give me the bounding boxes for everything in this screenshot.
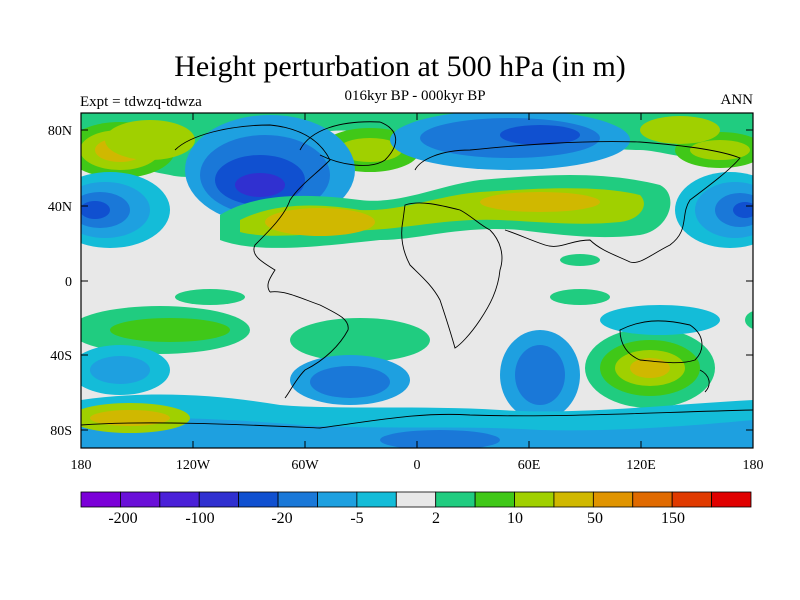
colorbar-swatch <box>395 491 437 508</box>
latitude-axis: 80N 40N 0 40S 80S <box>48 124 753 439</box>
season-label: ANN <box>720 92 754 108</box>
lon-label: 180 <box>71 458 92 473</box>
colorbar-swatch <box>514 491 555 508</box>
colorbar-swatch <box>474 491 515 508</box>
colorbar-label: -100 <box>185 510 214 527</box>
colorbar-swatch <box>159 491 200 508</box>
map-subtitle: 016kyr BP - 000kyr BP <box>344 88 486 104</box>
colorbar-swatch <box>356 491 397 508</box>
lon-label: 180 <box>743 458 764 473</box>
colorbar-swatch <box>435 491 476 508</box>
lon-label: 120W <box>176 458 211 473</box>
colorbar-label: 150 <box>661 510 685 527</box>
lon-label: 60W <box>291 458 319 473</box>
colorbar-swatch <box>198 491 240 508</box>
map-title: Height perturbation at 500 hPa (in m) <box>174 50 626 83</box>
coastlines <box>81 121 753 429</box>
colorbar-swatch <box>80 491 121 508</box>
lon-label: 0 <box>414 458 421 473</box>
colorbar-swatch <box>317 491 358 508</box>
lat-label: 80S <box>50 424 72 439</box>
colorbar-label: 10 <box>507 510 523 527</box>
contour-field <box>81 113 753 448</box>
colorbar-swatch <box>592 491 634 508</box>
colorbar-swatch <box>277 491 318 508</box>
lat-label: 0 <box>65 275 72 290</box>
colorbar-swatch <box>711 491 752 508</box>
colorbar-label: 50 <box>587 510 603 527</box>
lat-label: 40S <box>50 349 72 364</box>
experiment-label: Expt = tdwzq-tdwza <box>80 94 202 110</box>
colorbar-label: -20 <box>271 510 292 527</box>
lon-label: 120E <box>626 458 656 473</box>
lat-label: 40N <box>48 200 72 215</box>
colorbar-swatch <box>120 491 161 508</box>
colorbar-swatch <box>238 491 279 508</box>
colorbar: -200 -100 -20 -5 2 10 50 150 <box>80 491 752 527</box>
colorbar-label: -5 <box>350 510 363 527</box>
lon-label: 60E <box>518 458 541 473</box>
lat-label: 80N <box>48 124 72 139</box>
colorbar-label: 2 <box>432 510 440 527</box>
colorbar-swatch <box>553 491 594 508</box>
colorbar-swatch <box>632 491 673 508</box>
longitude-axis: 180 120W 60W 0 60E 120E 180 <box>71 113 764 473</box>
colorbar-label: -200 <box>108 510 137 527</box>
colorbar-swatch <box>671 491 712 508</box>
